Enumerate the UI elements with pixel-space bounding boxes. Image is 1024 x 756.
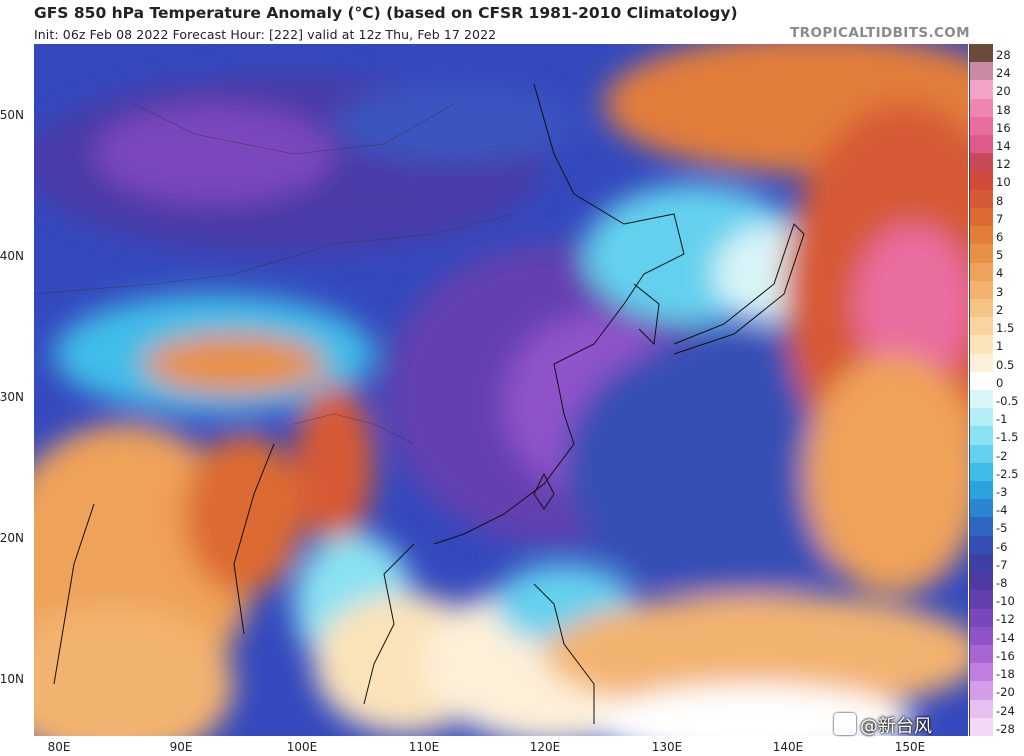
colorbar-cell — [970, 699, 993, 719]
colorbar-label: 4 — [996, 266, 1004, 281]
colorbar-label: 1 — [996, 339, 1004, 354]
colorbar-label: 8 — [996, 193, 1004, 208]
colorbar-label: 24 — [996, 66, 1011, 81]
lon-label-80e: 80E — [47, 740, 71, 754]
lat-label-20n: 20N — [0, 531, 24, 545]
colorbar-cell — [970, 681, 993, 701]
colorbar-cell — [970, 226, 993, 245]
colorbar-label: 10 — [996, 175, 1011, 190]
site-credit: TROPICALTIDBITS.COM — [790, 25, 970, 41]
lon-label-130e: 130E — [651, 740, 683, 754]
colorbar-cell — [970, 80, 993, 100]
colorbar-label: 12 — [996, 157, 1011, 172]
colorbar-cell — [970, 517, 993, 537]
lon-label-140e: 140E — [772, 740, 804, 754]
colorbar-label: -6 — [996, 539, 1008, 554]
colorbar-cell — [970, 535, 993, 555]
colorbar-label: -5 — [996, 521, 1008, 536]
map-subtitle: Init: 06z Feb 08 2022 Forecast Hour: [22… — [34, 27, 497, 42]
colorbar-label: -20 — [996, 685, 1015, 700]
colorbar-label: -8 — [996, 576, 1008, 591]
colorbar-cell — [970, 44, 993, 63]
lon-label-120e: 120E — [529, 740, 561, 754]
colorbar-label: 7 — [996, 211, 1004, 226]
colorbar-cell — [970, 244, 993, 264]
colorbar-label: -1 — [996, 412, 1008, 427]
colorbar-cell — [970, 572, 993, 591]
colorbar-cell — [970, 135, 993, 154]
colorbar-label: 0.5 — [996, 357, 1015, 372]
anomaly-map-graphic — [34, 44, 968, 736]
colorbar-label: 3 — [996, 284, 1004, 299]
colorbar-cell — [970, 98, 993, 118]
lon-label-110e: 110E — [408, 740, 440, 754]
colorbar-cell — [970, 590, 993, 610]
watermark-text: @新台风 — [860, 716, 932, 737]
colorbar-label: -7 — [996, 557, 1008, 572]
colorbar-label: -24 — [996, 703, 1015, 718]
colorbar-label: -12 — [996, 612, 1015, 627]
colorbar-cell — [970, 153, 993, 172]
lat-label-10n: 10N — [0, 672, 24, 686]
colorbar-label: -0.5 — [996, 393, 1019, 408]
colorbar-label: 16 — [996, 120, 1011, 135]
colorbar-label: 14 — [996, 138, 1011, 153]
colorbar-label: 2 — [996, 302, 1004, 317]
colorbar-cell — [970, 717, 993, 737]
anomaly-map — [34, 44, 968, 736]
colorbar-label: -4 — [996, 503, 1008, 518]
lon-label-150e: 150E — [894, 740, 926, 754]
colorbar-cell — [970, 608, 993, 628]
colorbar-cell — [970, 663, 993, 682]
colorbar-label: -2 — [996, 448, 1008, 463]
lat-label-50n: 50N — [0, 108, 24, 122]
colorbar-cell — [970, 171, 993, 191]
colorbar-cell — [970, 262, 993, 282]
lon-label-90e: 90E — [169, 740, 193, 754]
colorbar-label: -16 — [996, 648, 1015, 663]
colorbar-cell — [970, 426, 993, 446]
colorbar-label: -2.5 — [996, 466, 1019, 481]
colorbar-label: -3 — [996, 484, 1008, 499]
colorbar-cell — [970, 626, 993, 646]
colorbar-label: 6 — [996, 230, 1004, 245]
colorbar-label: 18 — [996, 102, 1011, 117]
colorbar-label: 28 — [996, 47, 1011, 62]
colorbar-label: -28 — [996, 721, 1015, 736]
colorbar-cell — [970, 353, 993, 373]
colorbar-label: 5 — [996, 248, 1004, 263]
colorbar-cell — [970, 62, 993, 81]
colorbar-cell — [970, 116, 993, 136]
colorbar-cell — [970, 298, 993, 318]
colorbar-cell — [970, 408, 993, 427]
colorbar-cell — [970, 481, 993, 500]
colorbar-label: -1.5 — [996, 430, 1019, 445]
colorbar-cell — [970, 553, 993, 573]
watermark: @新台风 — [834, 712, 932, 738]
colorbar-label: 0 — [996, 375, 1004, 390]
colorbar-label: -10 — [996, 594, 1015, 609]
colorbar-cell — [970, 462, 993, 482]
colorbar-cell — [970, 189, 993, 209]
colorbar-cell — [970, 207, 993, 227]
lat-label-40n: 40N — [0, 249, 24, 263]
colorbar-cell — [970, 644, 993, 664]
map-title: GFS 850 hPa Temperature Anomaly (°C) (ba… — [34, 4, 738, 22]
colorbar-cell — [970, 335, 993, 355]
lon-label-100e: 100E — [286, 740, 318, 754]
colorbar — [969, 44, 993, 737]
colorbar-label: 1.5 — [996, 321, 1015, 336]
colorbar-label: -18 — [996, 667, 1015, 682]
colorbar-cell — [970, 317, 993, 336]
weibo-icon — [834, 713, 856, 735]
colorbar-cell — [970, 444, 993, 464]
colorbar-cell — [970, 371, 993, 391]
colorbar-cell — [970, 499, 993, 518]
colorbar-cell — [970, 280, 993, 300]
colorbar-label: 20 — [996, 84, 1011, 99]
lat-label-30n: 30N — [0, 390, 24, 404]
colorbar-label: -14 — [996, 630, 1015, 645]
colorbar-cell — [970, 390, 993, 409]
